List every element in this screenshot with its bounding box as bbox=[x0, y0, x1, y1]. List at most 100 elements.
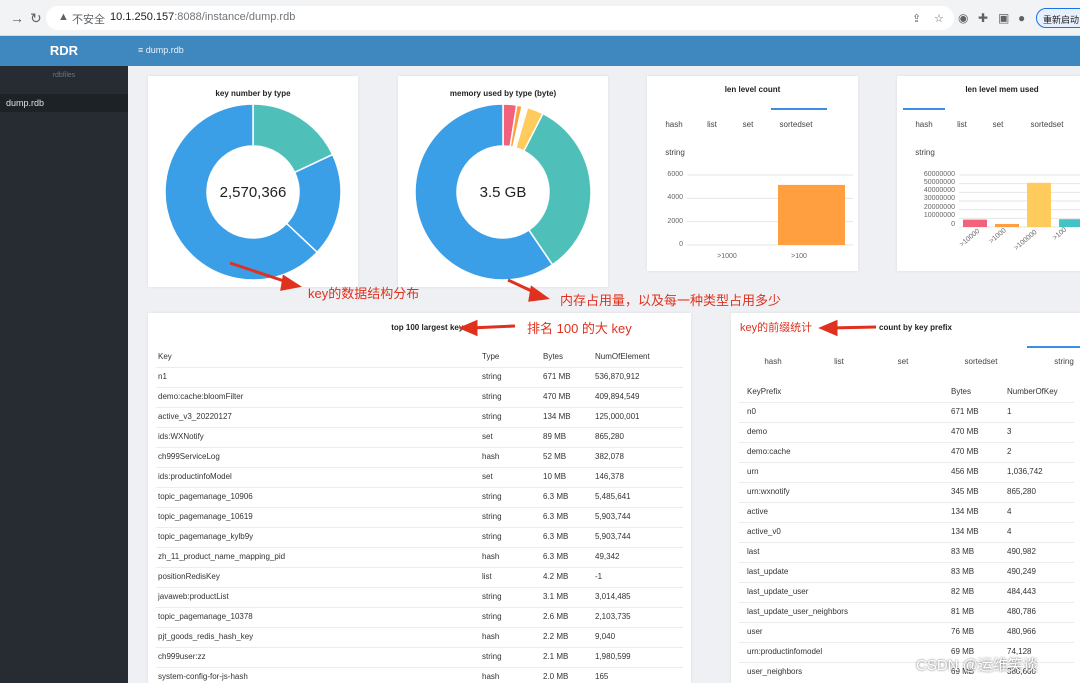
largest-keys-cell[interactable]: positionRedisKey bbox=[158, 572, 220, 581]
sidepanel-icon[interactable]: ▣ bbox=[998, 11, 1010, 25]
largest-keys-cell[interactable]: active_v3_20220127 bbox=[158, 412, 232, 421]
prefix-header-2[interactable]: NumberOfKey bbox=[1007, 387, 1058, 396]
tab-hash[interactable]: hash bbox=[915, 120, 933, 129]
bar->100[interactable] bbox=[1059, 219, 1080, 227]
annotation-arrowhead-2 bbox=[528, 285, 550, 302]
largest-keys-cell[interactable]: ids:WXNotify bbox=[158, 432, 204, 441]
largest-keys-cell: 9,040 bbox=[595, 632, 616, 641]
prefix-cell: 480,786 bbox=[1007, 607, 1036, 616]
browser-toolbar: → ↻ ▲ 不安全 10.1.250.157:8088/instance/dum… bbox=[0, 0, 1080, 36]
prefix-cell: 490,982 bbox=[1007, 547, 1036, 556]
y-tick: 20000000 bbox=[923, 204, 955, 211]
bar->1000[interactable] bbox=[995, 223, 1019, 227]
largest-keys-cell[interactable]: pjt_goods_redis_hash_key bbox=[158, 632, 254, 641]
largest-keys-cell: hash bbox=[482, 552, 500, 561]
prefix-cell[interactable]: last_update bbox=[747, 567, 789, 576]
prefix-cell[interactable]: last_update_user bbox=[747, 587, 809, 596]
active-tab-indicator bbox=[1027, 346, 1080, 348]
largest-keys-header-3[interactable]: NumOfElement bbox=[595, 352, 650, 361]
restart-button[interactable]: 重新启动 bbox=[1036, 8, 1080, 28]
largest-keys-cell: 2.6 MB bbox=[543, 612, 569, 621]
largest-keys-cell[interactable]: ids:productinfoModel bbox=[158, 472, 232, 481]
forward-icon[interactable]: → bbox=[10, 10, 24, 26]
largest-keys-cell[interactable]: zh_11_product_name_mapping_pid bbox=[158, 552, 286, 561]
prefix-cell[interactable]: demo bbox=[747, 427, 768, 436]
prefix-card: count by key prefix hash list set sorted… bbox=[731, 313, 1080, 683]
prefix-cell[interactable]: user_neighbors bbox=[747, 667, 803, 676]
largest-keys-row-divider bbox=[156, 367, 683, 368]
largest-keys-cell[interactable]: system-config-for-js-hash bbox=[158, 672, 248, 681]
largest-keys-cell[interactable]: ch999user:zz bbox=[158, 652, 206, 661]
largest-keys-cell: string bbox=[482, 612, 502, 621]
prefix-cell[interactable]: urn bbox=[747, 467, 759, 476]
tab-string[interactable]: string bbox=[665, 148, 685, 157]
prefix-cell[interactable]: last_update_user_neighbors bbox=[747, 607, 848, 616]
largest-keys-cell[interactable]: topic_pagemanage_kylb9y bbox=[158, 532, 254, 541]
tab-list[interactable]: list bbox=[707, 120, 717, 129]
key-number-total: 2,570,366 bbox=[220, 184, 287, 201]
tab-set[interactable]: set bbox=[897, 357, 909, 366]
extension-icon[interactable]: ◉ bbox=[958, 11, 969, 25]
bar->100000[interactable] bbox=[1027, 182, 1051, 227]
largest-keys-cell: 2,103,735 bbox=[595, 612, 631, 621]
largest-keys-cell[interactable]: topic_pagemanage_10378 bbox=[158, 612, 253, 621]
tab-set[interactable]: set bbox=[992, 120, 1004, 129]
prefix-header-1[interactable]: Bytes bbox=[951, 387, 972, 396]
reload-icon[interactable]: ↻ bbox=[30, 10, 42, 26]
largest-keys-cell: 409,894,549 bbox=[595, 392, 640, 401]
puzzle-icon[interactable]: ✚ bbox=[978, 11, 989, 25]
prefix-cell: 76 MB bbox=[951, 627, 975, 636]
tab-hash[interactable]: hash bbox=[665, 120, 683, 129]
largest-keys-cell: 134 MB bbox=[543, 412, 571, 421]
tab-sortedset[interactable]: sortedset bbox=[1030, 120, 1064, 129]
largest-keys-cell[interactable]: n1 bbox=[158, 372, 167, 381]
largest-keys-cell[interactable]: ch999ServiceLog bbox=[158, 452, 220, 461]
prefix-cell[interactable]: urn:wxnotify bbox=[747, 487, 790, 496]
len-level-count-card: len level count hash list set sortedset … bbox=[647, 76, 858, 271]
memory-slice-string[interactable] bbox=[414, 103, 554, 281]
tab-list[interactable]: list bbox=[834, 357, 844, 366]
prefix-header-0[interactable]: KeyPrefix bbox=[747, 387, 782, 396]
address-bar[interactable]: ▲ 不安全 10.1.250.157:8088/instance/dump.rd… bbox=[46, 6, 954, 30]
largest-keys-cell: 6.3 MB bbox=[543, 512, 569, 521]
prefix-cell[interactable]: active bbox=[747, 507, 768, 516]
largest-keys-cell[interactable]: topic_pagemanage_10906 bbox=[158, 492, 253, 501]
largest-keys-header-1[interactable]: Type bbox=[482, 352, 500, 361]
sidebar-item-dump-rdb[interactable]: dump.rdb bbox=[0, 94, 128, 112]
largest-keys-header-2[interactable]: Bytes bbox=[543, 352, 564, 361]
tab-set[interactable]: set bbox=[742, 120, 754, 129]
warning-icon: ▲ bbox=[58, 11, 69, 23]
prefix-cell: 470 MB bbox=[951, 447, 979, 456]
prefix-cell[interactable]: demo:cache bbox=[747, 447, 791, 456]
tab-sortedset[interactable]: sortedset bbox=[964, 357, 998, 366]
tab-list[interactable]: list bbox=[957, 120, 967, 129]
largest-keys-cell[interactable]: demo:cache:bloomFilter bbox=[158, 392, 244, 401]
prefix-cell[interactable]: user bbox=[747, 627, 763, 636]
prefix-cell[interactable]: n0 bbox=[747, 407, 756, 416]
key-number-slice-string[interactable] bbox=[164, 103, 319, 281]
x-tick: >100 bbox=[791, 253, 807, 260]
memory-slice-set[interactable] bbox=[522, 112, 592, 266]
tab-hash[interactable]: hash bbox=[764, 357, 782, 366]
largest-keys-cell: 52 MB bbox=[543, 452, 567, 461]
prefix-cell[interactable]: last bbox=[747, 547, 760, 556]
annotation-key-structure: key的数据结构分布 bbox=[308, 286, 420, 301]
prefix-cell: 671 MB bbox=[951, 407, 979, 416]
tab-sortedset[interactable]: sortedset bbox=[779, 120, 813, 129]
profile-avatar[interactable]: ● bbox=[1018, 11, 1026, 25]
bar->10000[interactable] bbox=[963, 219, 987, 227]
y-tick: 30000000 bbox=[923, 195, 955, 202]
largest-keys-cell[interactable]: topic_pagemanage_10619 bbox=[158, 512, 253, 521]
prefix-cell[interactable]: active_v0 bbox=[747, 527, 781, 536]
bookmark-star-icon[interactable]: ☆ bbox=[934, 13, 944, 25]
prefix-cell: 490,249 bbox=[1007, 567, 1036, 576]
prefix-cell[interactable]: urn:productinfomodel bbox=[747, 647, 823, 656]
tab-string[interactable]: string bbox=[1054, 357, 1074, 366]
largest-keys-header-0[interactable]: Key bbox=[158, 352, 172, 361]
largest-keys-cell: string bbox=[482, 592, 502, 601]
share-icon[interactable]: ⇪ bbox=[912, 13, 922, 25]
largest-keys-cell: list bbox=[482, 572, 492, 581]
tab-string[interactable]: string bbox=[915, 148, 935, 157]
largest-keys-cell[interactable]: javaweb:productList bbox=[158, 592, 229, 601]
bar->100[interactable] bbox=[778, 184, 845, 245]
